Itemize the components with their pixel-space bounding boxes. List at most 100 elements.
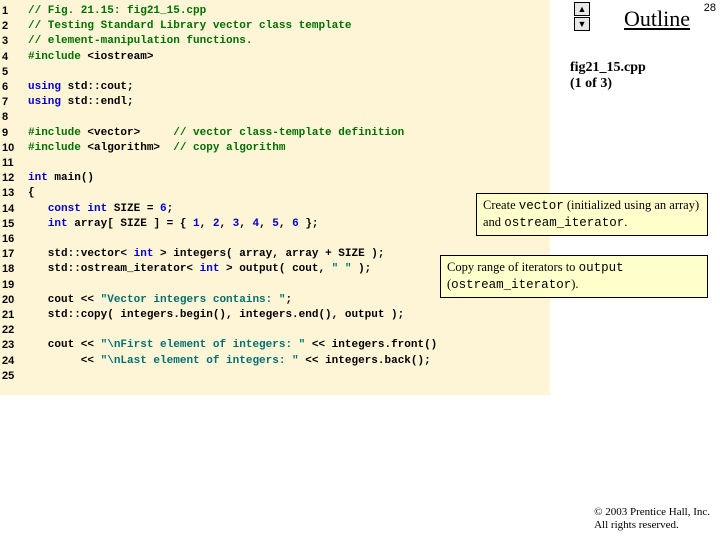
line-number: 6 bbox=[2, 80, 22, 95]
code-token: SIZE = bbox=[107, 203, 160, 215]
line-number: 7 bbox=[2, 95, 22, 110]
code-token: std::vector< bbox=[28, 248, 134, 260]
code-token: "\nLast element of integers: " bbox=[101, 355, 299, 367]
code-token: int bbox=[28, 172, 48, 184]
code-token: , bbox=[219, 218, 232, 230]
callout-code: vector bbox=[519, 199, 564, 213]
code-token: << integers.front() bbox=[305, 339, 437, 351]
callout-code: ostream_iterator bbox=[504, 216, 624, 230]
code-token: int bbox=[48, 218, 68, 230]
code-line: // Fig. 21.15: fig21_15.cpp bbox=[28, 5, 206, 17]
code-token: ; bbox=[285, 294, 292, 306]
code-token: cout << bbox=[28, 339, 101, 351]
nav-icons: ▲ ▼ bbox=[574, 2, 590, 31]
code-line: // element-manipulation functions. bbox=[28, 35, 252, 47]
code-token: , bbox=[239, 218, 252, 230]
code-token: std::cout; bbox=[61, 81, 134, 93]
callout-text: ). bbox=[571, 277, 578, 291]
line-number: 2 bbox=[2, 19, 22, 34]
copyright-notice: © 2003 Prentice Hall, Inc. All rights re… bbox=[594, 506, 710, 532]
code-token: 6 bbox=[292, 218, 299, 230]
code-token: << bbox=[28, 355, 101, 367]
copyright-line: © 2003 Prentice Hall, Inc. bbox=[594, 506, 710, 518]
line-number: 25 bbox=[2, 369, 22, 384]
code-token: "Vector integers contains: " bbox=[101, 294, 286, 306]
line-number: 13 bbox=[2, 186, 22, 201]
callout-copy-range: Copy range of iterators to output (ostre… bbox=[440, 255, 708, 298]
callout-create-vector: Create vector (initialized using an arra… bbox=[476, 193, 708, 236]
code-area: 1 2 3 4 5 6 7 8 9 10 11 12 13 14 15 16 1… bbox=[0, 0, 550, 395]
code-token: , bbox=[279, 218, 292, 230]
code-token: <iostream> bbox=[81, 51, 154, 63]
callout-code: ostream_iterator bbox=[451, 278, 571, 292]
code-token: ; bbox=[167, 203, 174, 215]
nav-down-button[interactable]: ▼ bbox=[574, 17, 590, 31]
line-number: 1 bbox=[2, 4, 22, 19]
file-reference: fig21_15.cpp (1 of 3) bbox=[570, 60, 690, 92]
line-number: 19 bbox=[2, 278, 22, 293]
line-number: 10 bbox=[2, 141, 22, 156]
code-token: #include bbox=[28, 51, 81, 63]
line-number: 18 bbox=[2, 262, 22, 277]
copyright-line: All rights reserved. bbox=[594, 519, 679, 531]
code-token: > integers( array, array + SIZE ); bbox=[153, 248, 384, 260]
line-number: 16 bbox=[2, 232, 22, 247]
line-number: 20 bbox=[2, 293, 22, 308]
code-token: using bbox=[28, 81, 61, 93]
code-token: cout << bbox=[28, 294, 101, 306]
code-token: const int bbox=[48, 203, 107, 215]
code-token: 5 bbox=[272, 218, 279, 230]
code-token: ); bbox=[351, 263, 371, 275]
code-token: // copy algorithm bbox=[173, 142, 285, 154]
callout-text: Copy range of iterators to bbox=[447, 260, 579, 274]
code-content: // Fig. 21.15: fig21_15.cpp // Testing S… bbox=[26, 0, 550, 395]
code-token: , bbox=[200, 218, 213, 230]
code-token: // vector class-template definition bbox=[173, 127, 404, 139]
code-line: // Testing Standard Library vector class… bbox=[28, 20, 351, 32]
line-number: 8 bbox=[2, 110, 22, 125]
line-number: 17 bbox=[2, 247, 22, 262]
callout-code: output bbox=[579, 261, 624, 275]
code-token: "\nFirst element of integers: " bbox=[101, 339, 306, 351]
line-number: 9 bbox=[2, 126, 22, 141]
code-token: " " bbox=[332, 263, 352, 275]
line-number: 21 bbox=[2, 308, 22, 323]
code-token: int bbox=[134, 248, 154, 260]
page-number: 28 bbox=[704, 2, 716, 14]
code-token: 6 bbox=[160, 203, 167, 215]
code-token: }; bbox=[299, 218, 319, 230]
code-token: #include bbox=[28, 142, 81, 154]
code-token: array[ SIZE ] = { bbox=[68, 218, 193, 230]
callout-text: Create bbox=[483, 198, 519, 212]
line-number: 5 bbox=[2, 65, 22, 80]
file-name: fig21_15.cpp bbox=[570, 60, 646, 75]
line-number: 24 bbox=[2, 354, 22, 369]
code-token: <vector> bbox=[81, 127, 173, 139]
code-token: std::ostream_iterator< bbox=[28, 263, 200, 275]
line-number: 11 bbox=[2, 156, 22, 171]
code-token bbox=[28, 218, 48, 230]
code-token: std::copy( integers.begin(), integers.en… bbox=[28, 309, 404, 321]
line-number: 12 bbox=[2, 171, 22, 186]
code-token: #include bbox=[28, 127, 81, 139]
line-number: 22 bbox=[2, 323, 22, 338]
line-number: 15 bbox=[2, 217, 22, 232]
line-number: 23 bbox=[2, 338, 22, 353]
code-token: <algorithm> bbox=[81, 142, 173, 154]
outline-heading: Outline bbox=[624, 6, 690, 32]
code-token: using bbox=[28, 96, 61, 108]
code-token: , bbox=[259, 218, 272, 230]
file-part: (1 of 3) bbox=[570, 76, 612, 91]
nav-up-button[interactable]: ▲ bbox=[574, 2, 590, 16]
line-number: 4 bbox=[2, 50, 22, 65]
code-token: main() bbox=[48, 172, 94, 184]
code-token bbox=[28, 203, 48, 215]
code-token: int bbox=[200, 263, 220, 275]
line-number-gutter: 1 2 3 4 5 6 7 8 9 10 11 12 13 14 15 16 1… bbox=[0, 0, 26, 395]
code-token: > output( cout, bbox=[219, 263, 331, 275]
code-token: 1 bbox=[193, 218, 200, 230]
line-number: 3 bbox=[2, 34, 22, 49]
code-token: std::endl; bbox=[61, 96, 134, 108]
callout-text: . bbox=[624, 215, 627, 229]
code-token: { bbox=[28, 187, 35, 199]
